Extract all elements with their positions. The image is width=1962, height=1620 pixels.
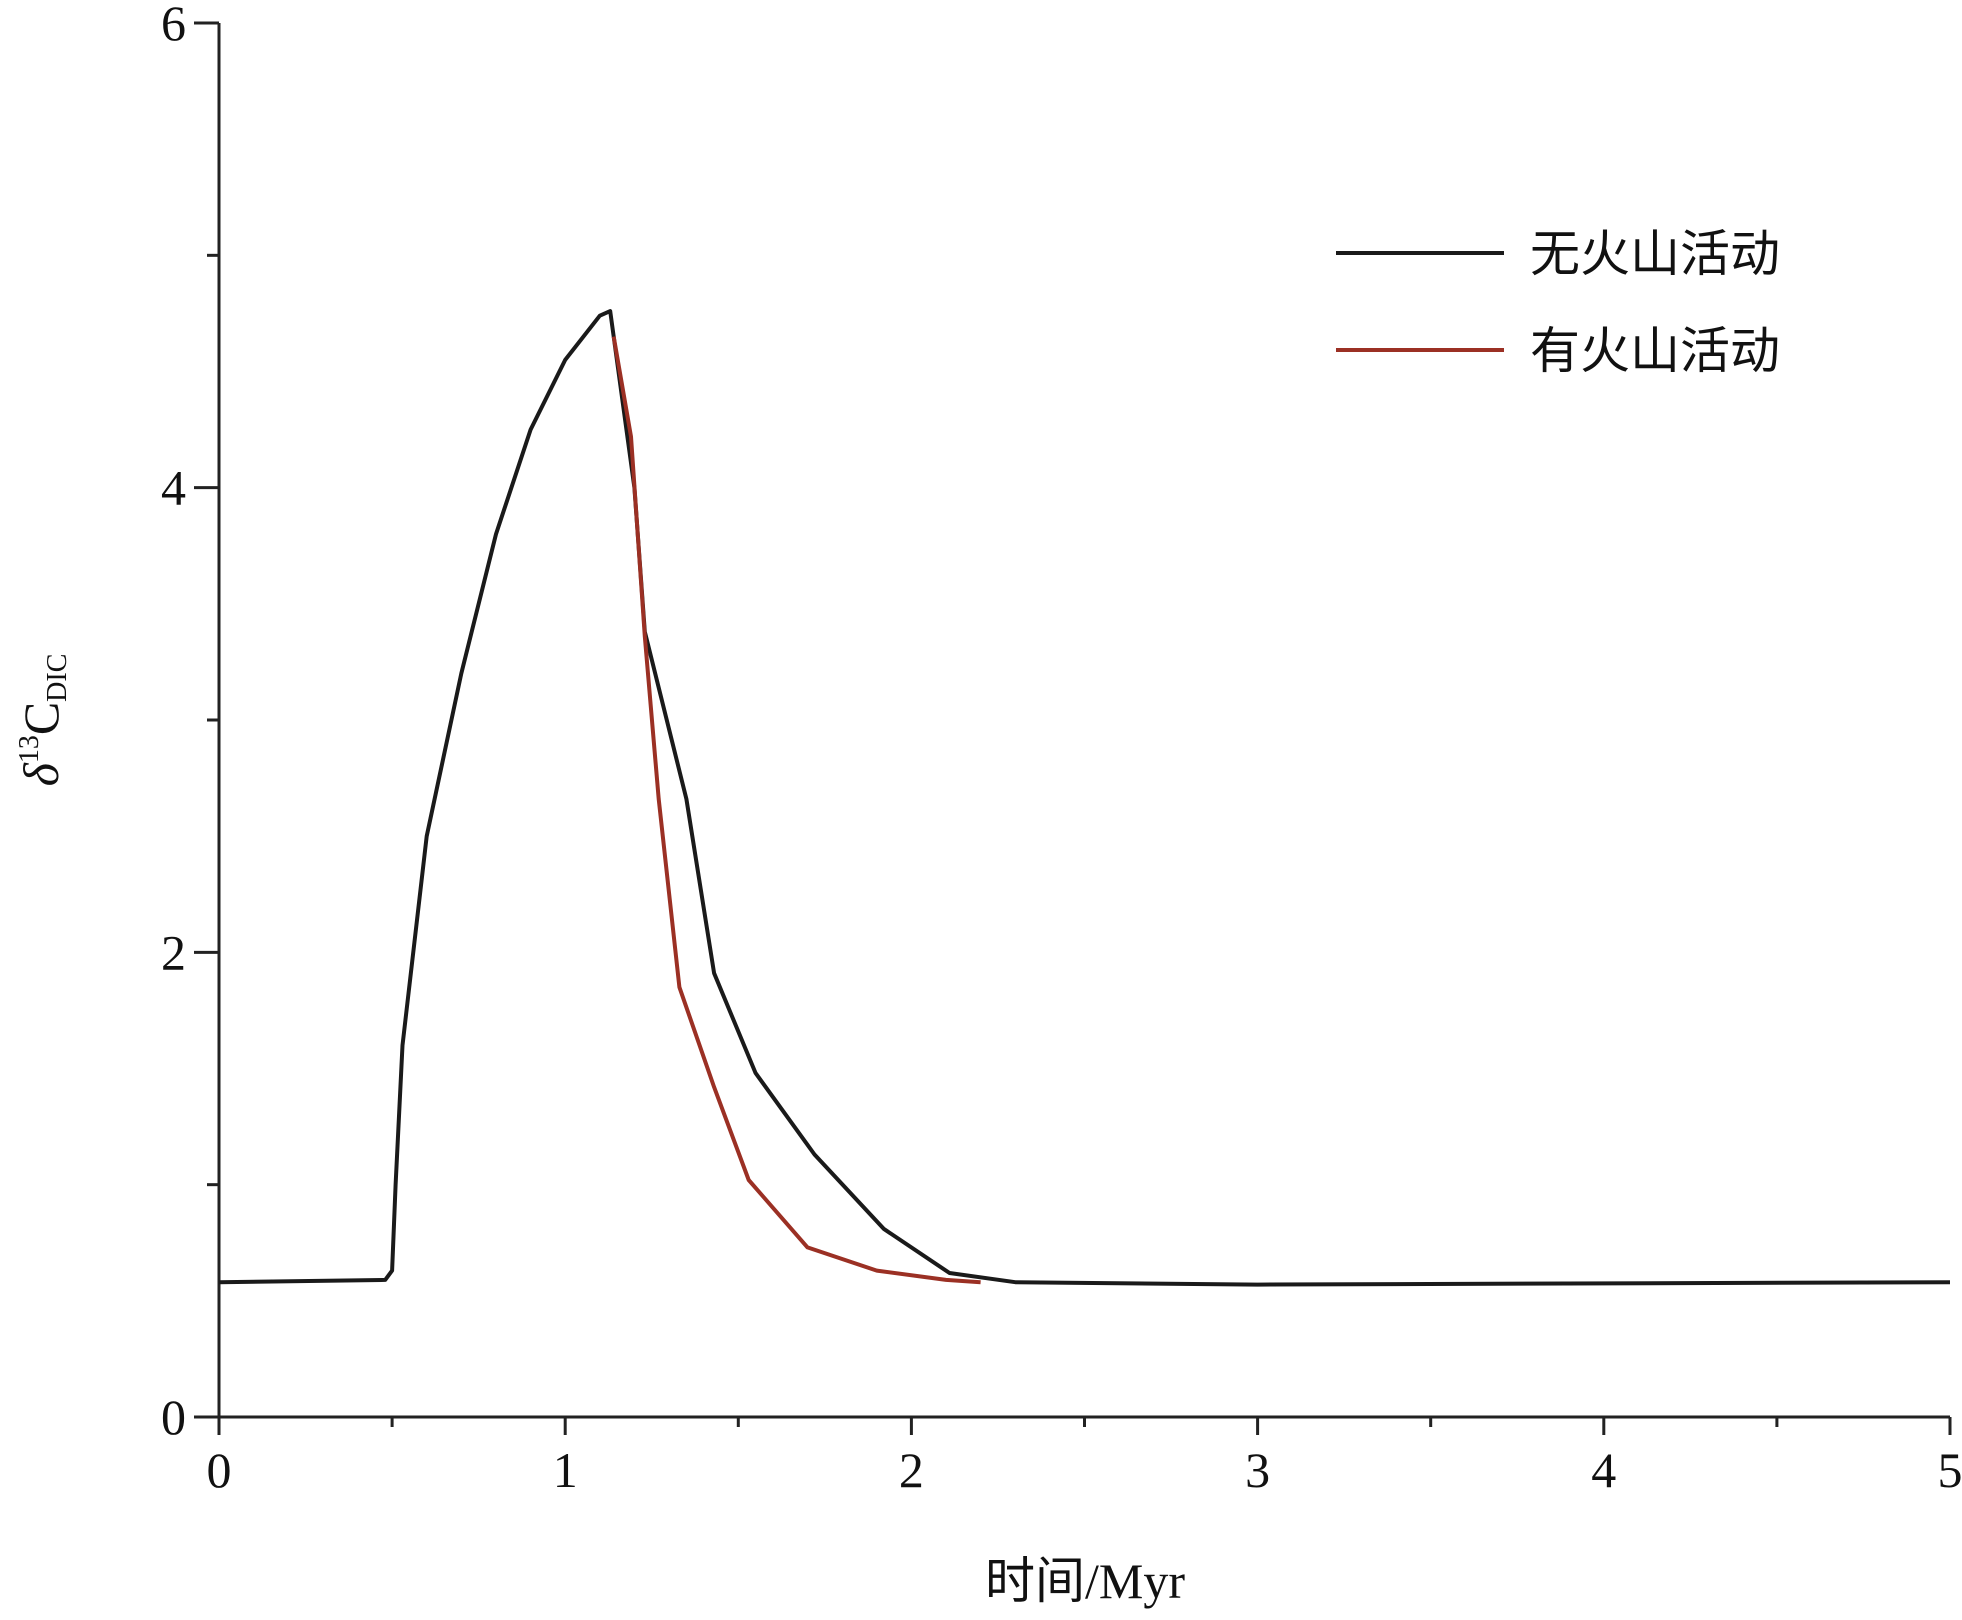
line-series: [614, 337, 981, 1283]
x-axis-label: 时间/Myr: [985, 1553, 1185, 1609]
line-series: [219, 311, 1950, 1285]
legend-label: 有火山活动: [1530, 323, 1780, 379]
y-tick-label: 0: [161, 1389, 186, 1445]
y-tick-label: 6: [161, 0, 186, 51]
y-axis-label: δ13CDIC: [13, 654, 73, 787]
x-tick-label: 2: [899, 1442, 924, 1498]
y-label-part: C: [13, 702, 69, 735]
x-tick-label: 4: [1591, 1442, 1616, 1498]
x-tick-label: 0: [207, 1442, 232, 1498]
y-label-part: δ: [13, 762, 69, 786]
x-tick-label: 1: [553, 1442, 578, 1498]
x-tick-label: 5: [1938, 1442, 1962, 1498]
y-tick-label: 4: [161, 460, 186, 516]
legend-label: 无火山活动: [1530, 226, 1780, 282]
y-tick-label: 2: [161, 924, 186, 980]
y-label-part: 13: [14, 735, 45, 763]
y-label-part: DIC: [42, 654, 73, 702]
x-tick-label: 3: [1245, 1442, 1270, 1498]
